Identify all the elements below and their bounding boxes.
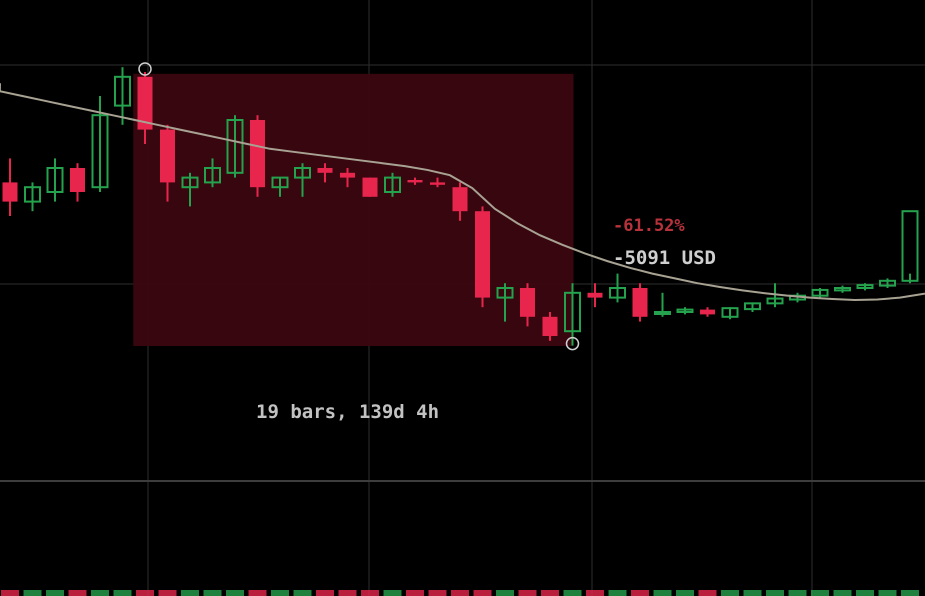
candle-body-down xyxy=(250,120,265,188)
volume-bar xyxy=(406,590,424,596)
candle-body-up xyxy=(856,284,874,289)
volume-bar xyxy=(451,590,469,596)
candle-body-down xyxy=(452,187,468,212)
candle-body-down xyxy=(137,76,153,130)
measure-value-change: -5091 USD xyxy=(613,247,716,269)
candle-body-up xyxy=(226,119,244,174)
candle-body-up xyxy=(744,302,761,311)
candle-body-up xyxy=(24,186,41,203)
candle-body-down xyxy=(632,288,648,317)
volume-bar xyxy=(361,590,379,596)
candle-body-down xyxy=(160,129,175,183)
candle-body-up xyxy=(811,288,829,297)
volume-bar xyxy=(473,590,492,596)
candle-body-down xyxy=(700,309,715,315)
candle-body-up xyxy=(834,287,851,292)
candle-body-up xyxy=(766,297,784,305)
volume-bar xyxy=(856,590,874,596)
candle-body-down xyxy=(475,211,490,298)
measure-bars-duration: 19 bars, 139d 4h xyxy=(256,401,440,423)
measure-percent-change: -61.52% xyxy=(613,216,685,236)
volume-bar xyxy=(721,590,739,596)
candle-body-up xyxy=(564,291,581,333)
volume-bar xyxy=(1,590,19,596)
moving-average-line xyxy=(0,83,925,302)
volume-bar xyxy=(608,590,627,596)
candle-body-up xyxy=(609,287,626,299)
candle-body-up xyxy=(901,210,919,282)
volume-bar xyxy=(518,590,537,596)
volume-bar xyxy=(833,590,852,596)
volume-bar xyxy=(766,590,784,596)
candle-body-up xyxy=(496,287,514,299)
candle-body-down xyxy=(362,177,378,197)
volume-bar xyxy=(226,590,244,596)
measure-start-marker xyxy=(138,62,152,76)
candle-body-down xyxy=(520,288,535,317)
candle-body-up xyxy=(204,167,221,184)
candle-body-down xyxy=(587,292,603,298)
candle-body-down xyxy=(542,316,558,336)
candle-body-down xyxy=(430,182,445,185)
volume-bar xyxy=(631,590,649,596)
candle-body-up xyxy=(879,279,896,287)
candle-body-up xyxy=(46,167,64,193)
candle-body-up xyxy=(181,176,199,189)
measure-range-box xyxy=(133,73,574,347)
volume-bar xyxy=(338,590,357,596)
volume-bar xyxy=(248,590,267,596)
candle-body-down xyxy=(317,168,333,173)
volume-bar xyxy=(23,590,42,596)
volume-bar xyxy=(563,590,582,596)
volume-bar xyxy=(68,590,87,596)
volume-bar xyxy=(293,590,312,596)
volume-bar xyxy=(428,590,447,596)
candle-body-up xyxy=(114,75,131,107)
candle-body-up xyxy=(721,307,739,318)
volume-bar xyxy=(653,590,672,596)
volume-bar xyxy=(788,590,807,596)
volume-bar xyxy=(181,590,199,596)
volume-bar xyxy=(46,590,64,596)
volume-bar xyxy=(698,590,717,596)
candle-body-down xyxy=(2,182,18,202)
candle-body-down xyxy=(407,180,423,183)
volume-bar xyxy=(676,590,694,596)
candle-body-up xyxy=(271,176,289,189)
volume-bar xyxy=(383,590,402,596)
volume-bar xyxy=(271,590,289,596)
volume-bar xyxy=(811,590,829,596)
volume-bar xyxy=(901,590,919,596)
volume-bar xyxy=(496,590,514,596)
candle-body-up xyxy=(654,311,671,315)
volume-bar xyxy=(586,590,604,596)
volume-bar xyxy=(743,590,762,596)
volume-bar xyxy=(203,590,222,596)
volume-bar xyxy=(316,590,334,596)
volume-bar xyxy=(158,590,177,596)
candle-body-up xyxy=(384,176,401,194)
volume-bar xyxy=(113,590,132,596)
measure-end-marker xyxy=(565,336,580,351)
candle-body-down xyxy=(70,168,85,192)
volume-bar xyxy=(541,590,559,596)
candle-body-down xyxy=(340,172,355,178)
candle-body-up xyxy=(294,167,311,179)
volume-bar xyxy=(878,590,897,596)
volume-bar xyxy=(136,590,154,596)
candle-body-up xyxy=(91,114,109,189)
candle-body-up xyxy=(676,308,694,314)
volume-bar xyxy=(91,590,109,596)
